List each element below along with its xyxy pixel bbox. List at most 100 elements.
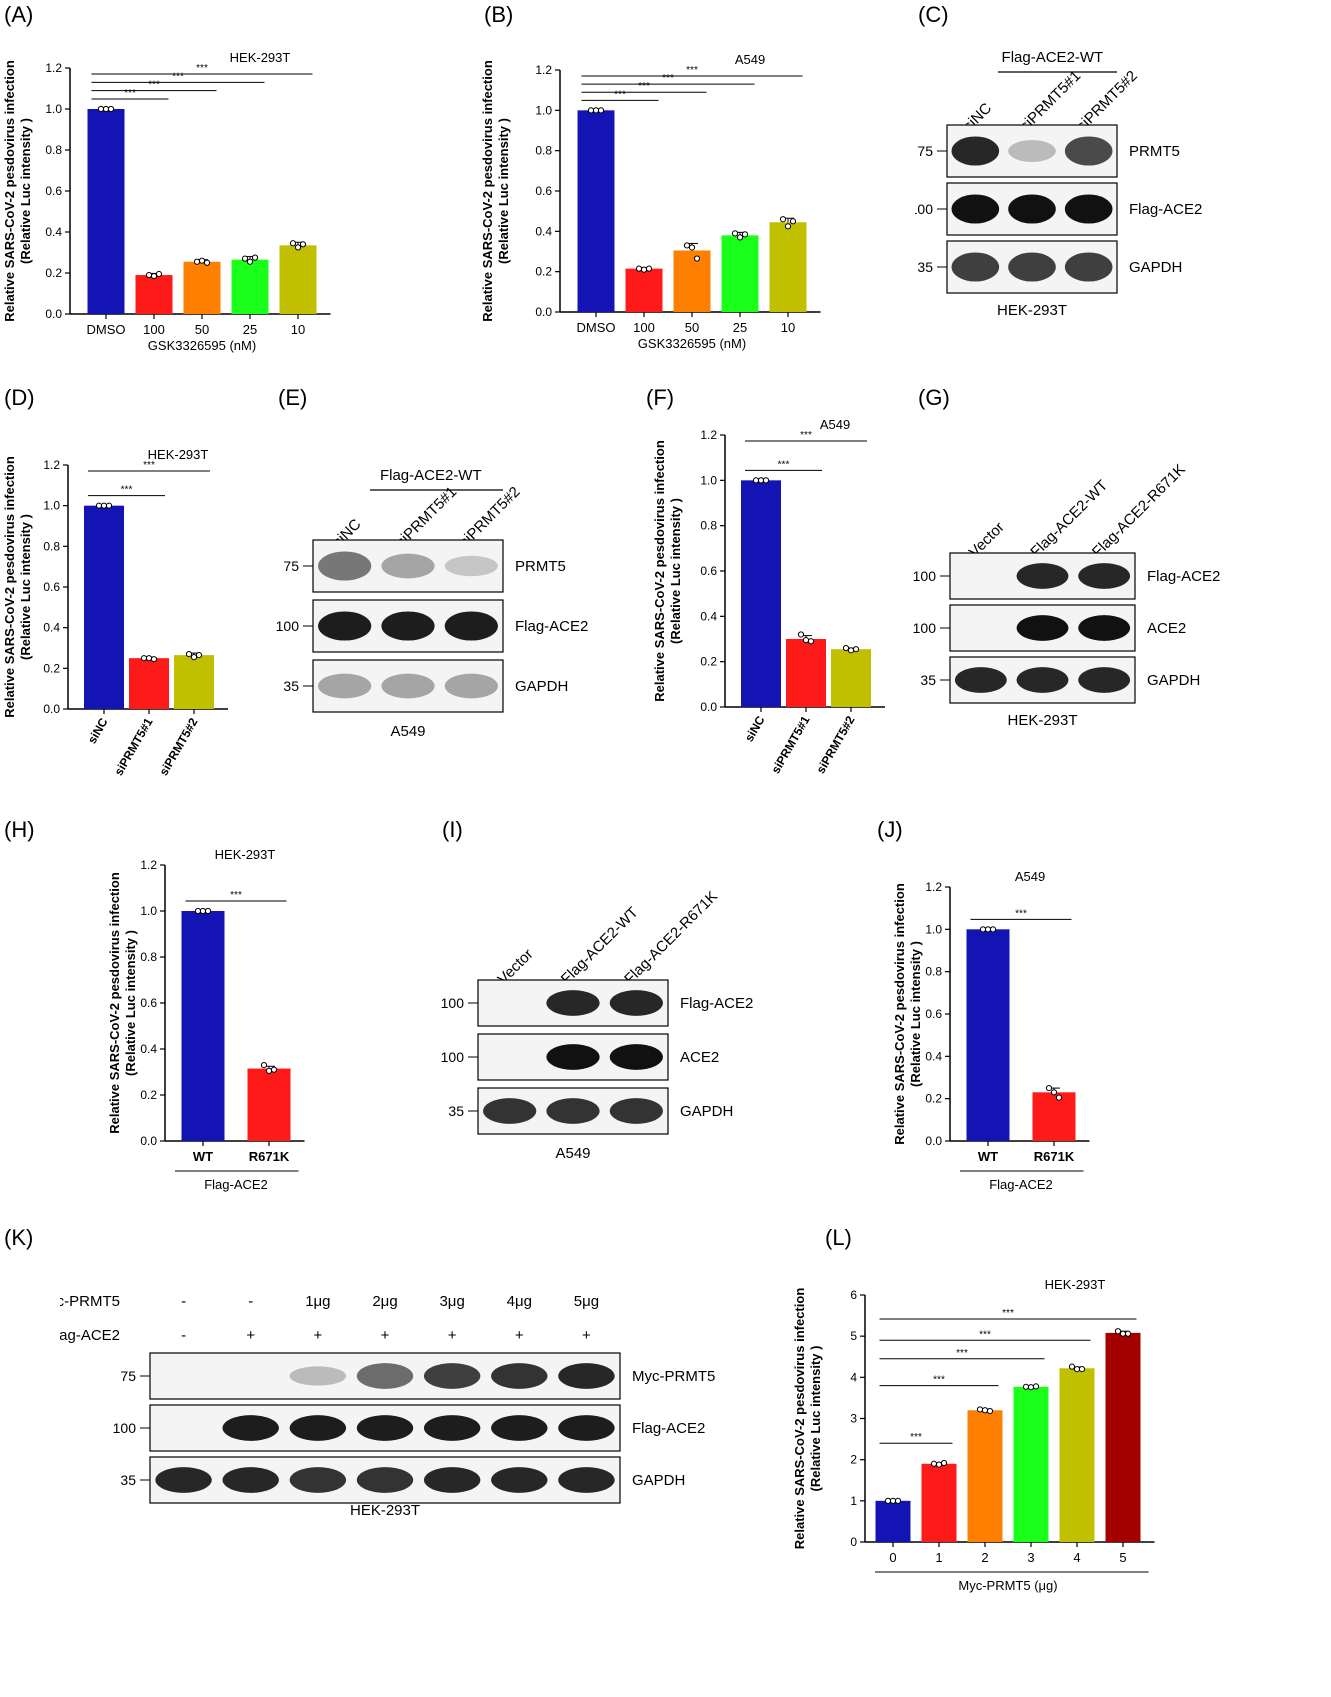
data-point — [198, 257, 206, 264]
bar-4 — [1059, 1368, 1095, 1542]
blot-row-2-band — [951, 252, 1000, 282]
bar-3 — [1013, 1386, 1049, 1542]
blot-k-row-2-band — [356, 1467, 414, 1493]
data-point — [155, 270, 163, 278]
chart-b: Relative SARS-CoV-2 pesdovirus infection… — [480, 52, 821, 351]
blot-row-2-frame — [312, 659, 504, 713]
y-tick-label: 0.8 — [43, 539, 60, 553]
data-point — [587, 107, 595, 114]
y-axis-title: Relative SARS-CoV-2 pesdovirus infection… — [2, 60, 33, 322]
mw-marker: 100 — [113, 1420, 137, 1436]
bar-25 — [721, 235, 759, 312]
mw-marker: 35 — [917, 259, 933, 275]
blot-row-1-band — [951, 194, 1000, 224]
blot-row-2-band — [483, 1098, 537, 1124]
y-tick-label: 0.4 — [925, 1049, 942, 1063]
panel-letter-d: (D) — [4, 385, 35, 410]
blot-k-row-1-band — [289, 1415, 347, 1441]
data-point — [105, 502, 113, 509]
treatment-value: + — [448, 1327, 457, 1344]
x-tick-label: 10 — [291, 322, 305, 337]
x-tick-label: 4 — [1073, 1550, 1080, 1565]
blot-row-0-band — [1064, 136, 1113, 166]
y-tick-label: 0.0 — [925, 1134, 942, 1148]
panel-letter-j: (J) — [877, 817, 903, 842]
band-label: Flag-ACE2 — [632, 1420, 705, 1437]
bar-100 — [135, 275, 173, 314]
y-tick-label: 0.0 — [140, 1134, 157, 1148]
blot-k-row-2-band — [155, 1467, 212, 1493]
blot-row-2-band — [1064, 252, 1113, 282]
significance-label: *** — [143, 460, 155, 471]
data-point — [842, 644, 850, 652]
data-point — [1114, 1328, 1122, 1335]
treatment-value: 2μg — [372, 1293, 397, 1310]
y-tick-label: 0.2 — [140, 1088, 157, 1102]
x-tick-label: 3 — [1027, 1550, 1034, 1565]
band-label: Myc-PRMT5 — [632, 1368, 715, 1385]
significance-label: *** — [638, 81, 650, 92]
x-tick-label: siNC — [85, 715, 111, 746]
y-axis-title: Relative SARS-CoV-2 pesdovirus infection… — [2, 456, 33, 718]
x-tick-label: siPRMT5#1 — [111, 715, 155, 778]
x-axis-label: Myc-PRMT5 (μg) — [958, 1578, 1057, 1593]
band-label: GAPDH — [680, 1103, 733, 1120]
blot-k-row-0-band — [356, 1363, 414, 1389]
data-point — [95, 502, 103, 509]
band-label: Flag-ACE2 — [515, 618, 588, 635]
y-axis-title-line-1: Relative SARS-CoV-2 pesdovirus infection — [480, 60, 495, 322]
y-axis-title-line-2: (Relative Luc intensity ) — [808, 1346, 823, 1492]
data-point — [736, 234, 744, 241]
data-point — [265, 1067, 273, 1074]
significance-label: *** — [172, 71, 184, 82]
cell-line-label: HEK-293T — [1007, 712, 1077, 729]
mw-marker: 35 — [283, 678, 299, 694]
data-point — [894, 1497, 902, 1504]
y-tick-label: 3 — [850, 1412, 857, 1426]
x-tick-label-group: siNC — [742, 713, 768, 744]
data-point — [270, 1066, 278, 1073]
y-tick-label: 0.6 — [925, 1007, 942, 1021]
data-point — [884, 1497, 892, 1504]
band-label: ACE2 — [680, 1049, 719, 1066]
x-tick-label: DMSO — [577, 320, 616, 335]
cell-line-label: A549 — [555, 1145, 590, 1162]
blot-k-row-2-band — [222, 1467, 279, 1493]
band-label: PRMT5 — [1129, 143, 1180, 160]
data-point — [1032, 1383, 1040, 1390]
mw-marker: 100 — [915, 201, 933, 217]
data-point — [984, 926, 992, 933]
y-axis-title: Relative SARS-CoV-2 pesdovirus infection… — [892, 883, 923, 1145]
panel-letter-e: (E) — [278, 385, 308, 410]
significance-label: *** — [800, 430, 812, 441]
y-tick-label: 0.4 — [140, 1042, 157, 1056]
treatment-value: + — [515, 1327, 524, 1344]
data-point — [102, 105, 110, 113]
band-label: Flag-ACE2 — [1147, 568, 1220, 585]
bar-siNC — [84, 505, 124, 709]
x-tick-label-group: siNC — [85, 715, 111, 746]
data-point — [807, 638, 815, 645]
panel-letter-i: (I) — [442, 817, 463, 842]
y-tick-label: 5 — [850, 1329, 857, 1343]
bar-10 — [279, 245, 317, 314]
y-tick-label: 4 — [850, 1370, 857, 1384]
data-point — [784, 223, 792, 230]
panel-letter-b: (B) — [484, 2, 514, 27]
y-axis-title-line-2: (Relative Luc intensity ) — [123, 930, 138, 1076]
bar-1 — [921, 1463, 957, 1542]
y-axis-title-line-1: Relative SARS-CoV-2 pesdovirus infection — [652, 440, 667, 702]
data-point — [683, 242, 691, 249]
data-point — [645, 265, 653, 272]
data-point — [757, 477, 765, 484]
treatment-value: - — [181, 1327, 186, 1344]
significance-label: *** — [121, 485, 133, 496]
blot-k-row-1-band — [558, 1415, 615, 1441]
chart-j: Relative SARS-CoV-2 pesdovirus infection… — [892, 869, 1090, 1192]
bar-50 — [673, 250, 711, 312]
blot-row-2-band — [1008, 252, 1056, 282]
x-axis-label: GSK3326595 (nM) — [638, 336, 746, 351]
data-point — [193, 258, 201, 265]
x-axis-label: Flag-ACE2 — [204, 1177, 268, 1192]
